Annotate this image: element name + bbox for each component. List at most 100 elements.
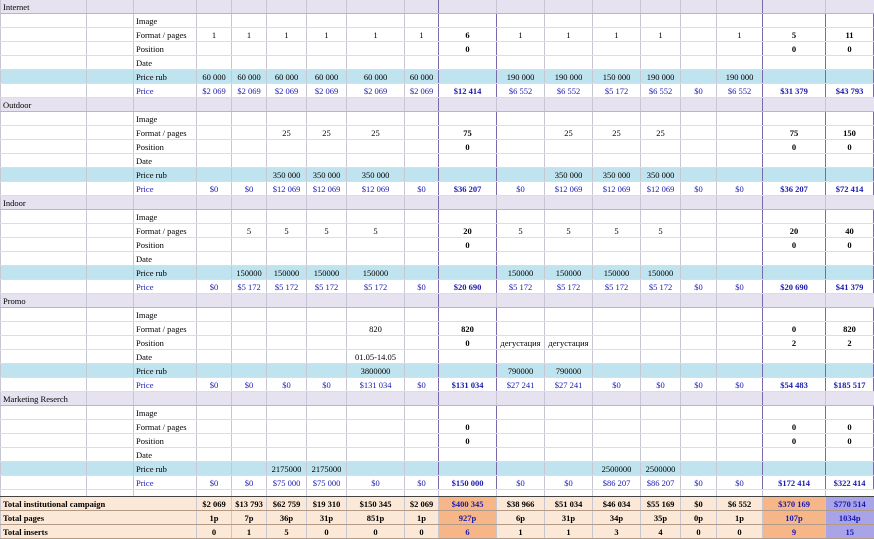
section-header-cell <box>825 97 874 112</box>
section-header-cell <box>196 195 232 210</box>
separator-cell <box>716 489 763 497</box>
data-cell <box>196 111 232 126</box>
data-cell <box>306 419 347 434</box>
row-price_rub: Price rub 60 000 60 000 60 000 60 000 60 000 6… <box>0 69 874 84</box>
data-cell: 0 <box>438 433 497 448</box>
totals-cell: 15 <box>825 524 874 539</box>
data-cell <box>196 349 232 364</box>
totals-cell: $770 514 <box>825 496 874 511</box>
data-cell <box>231 139 267 154</box>
data-cell: 0 <box>762 41 826 56</box>
separator-cell <box>306 489 347 497</box>
section-header-cell <box>680 0 717 14</box>
data-cell <box>346 153 405 168</box>
data-cell <box>266 321 307 336</box>
data-cell <box>266 405 307 420</box>
data-cell <box>716 349 763 364</box>
data-cell <box>266 447 307 462</box>
row-spacer-cell <box>0 279 87 294</box>
data-cell <box>404 167 439 182</box>
row-spacer-cell <box>86 55 134 70</box>
row-label: Format / pages <box>133 223 197 238</box>
section-header-cell <box>231 195 267 210</box>
section-header-cell <box>266 195 307 210</box>
data-cell <box>592 153 641 168</box>
data-cell: 150000 <box>496 265 545 280</box>
section-header-cell <box>346 391 405 406</box>
data-cell <box>404 265 439 280</box>
data-cell <box>716 419 763 434</box>
totals-cell: 1p <box>196 510 232 525</box>
data-cell <box>231 111 267 126</box>
data-cell: $6 552 <box>640 83 681 98</box>
data-cell: $0 <box>544 475 593 490</box>
data-cell <box>592 251 641 266</box>
section-header-cell <box>680 391 717 406</box>
row-spacer-cell <box>86 153 134 168</box>
row-price_rub: Price rub 350 000 350 000 350 000 350 000 350… <box>0 167 874 182</box>
data-cell <box>266 433 307 448</box>
data-cell <box>825 349 874 364</box>
data-cell <box>544 419 593 434</box>
data-cell <box>438 349 497 364</box>
data-cell: $2 069 <box>266 83 307 98</box>
data-cell: 350 000 <box>544 167 593 182</box>
data-cell: 75 <box>762 125 826 140</box>
data-cell: 25 <box>592 125 641 140</box>
section-header-cell <box>404 0 439 14</box>
data-cell: $185 517 <box>825 377 874 392</box>
data-cell <box>196 209 232 224</box>
data-cell: 5 <box>346 223 405 238</box>
section-header-cell <box>592 97 641 112</box>
row-label: Date <box>133 153 197 168</box>
data-cell <box>306 13 347 28</box>
data-cell <box>196 363 232 378</box>
totals-row: Total institutional campaign $2 069 $13 79… <box>0 496 874 511</box>
row-date: Date <box>0 55 874 70</box>
data-cell: 1 <box>266 27 307 42</box>
data-cell: 0 <box>825 237 874 252</box>
data-cell <box>438 307 497 322</box>
totals-cell: $150 345 <box>346 496 405 511</box>
data-cell <box>592 335 641 350</box>
totals-cell: $0 <box>680 496 717 511</box>
totals-cell: $62 759 <box>266 496 307 511</box>
data-cell <box>825 167 874 182</box>
data-cell: $0 <box>231 181 267 196</box>
data-cell <box>404 153 439 168</box>
separator-cell <box>825 489 874 497</box>
data-cell: 2500000 <box>592 461 641 476</box>
row-label: Position <box>133 433 197 448</box>
data-cell <box>404 237 439 252</box>
totals-cell: 0 <box>196 524 232 539</box>
data-cell: 1 <box>716 27 763 42</box>
data-cell <box>438 111 497 126</box>
row-spacer-cell <box>0 223 87 238</box>
data-cell <box>231 335 267 350</box>
row-label: Price rub <box>133 69 197 84</box>
section-header-cell <box>640 293 681 308</box>
data-cell <box>640 349 681 364</box>
data-cell: 350 000 <box>266 167 307 182</box>
data-cell: 0 <box>762 321 826 336</box>
data-cell: $2 069 <box>306 83 347 98</box>
data-cell <box>680 251 717 266</box>
row-spacer-cell <box>86 265 134 280</box>
row-spacer-cell <box>0 321 87 336</box>
row-spacer-cell <box>86 307 134 322</box>
data-cell <box>346 111 405 126</box>
row-spacer-cell <box>86 223 134 238</box>
totals-row: Total pages 1p 7p 36p 31p 851p 1p 927p 6p 31p 34p 3… <box>0 510 874 525</box>
row-spacer-cell <box>86 349 134 364</box>
data-cell: 11 <box>825 27 874 42</box>
data-cell: 350 000 <box>640 167 681 182</box>
data-cell <box>640 251 681 266</box>
data-cell: $6 552 <box>716 83 763 98</box>
row-spacer-cell <box>86 363 134 378</box>
data-cell <box>680 55 717 70</box>
data-cell: $2 069 <box>231 83 267 98</box>
data-cell <box>716 153 763 168</box>
row-position: Position 0 0 0 <box>0 41 874 56</box>
data-cell: 2175000 <box>266 461 307 476</box>
row-date: Date <box>0 153 874 168</box>
